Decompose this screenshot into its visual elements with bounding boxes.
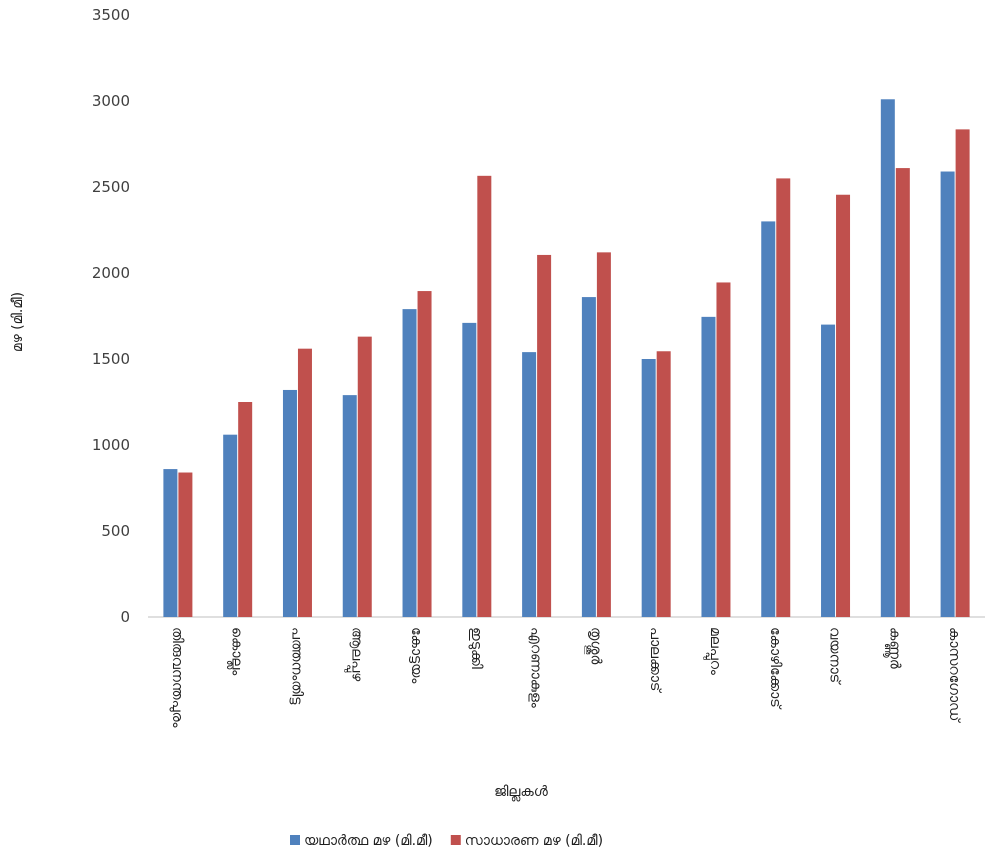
bar-actual <box>761 221 776 617</box>
bar-normal <box>357 336 372 617</box>
x-category-label: തൃശ്ശൂർ <box>584 627 603 664</box>
bar-actual <box>581 297 596 617</box>
bar-normal <box>477 175 492 617</box>
x-category-label: തിരുവനന്തപുരം <box>169 627 185 728</box>
x-category-label: മലപ്പുറം <box>703 627 723 675</box>
x-category-label: പാലക്കാട് <box>647 627 663 693</box>
legend-swatch <box>290 835 300 845</box>
x-category-label: വയനാട് <box>827 627 843 685</box>
bar-normal <box>836 194 851 618</box>
bar-normal <box>417 291 432 617</box>
bar-normal <box>297 348 312 617</box>
y-tick-label: 0 <box>120 608 130 626</box>
bar-actual <box>342 395 357 617</box>
x-category-label: ആലപ്പുഴ <box>345 627 365 681</box>
y-tick-label: 2000 <box>92 264 130 282</box>
bar-actual <box>402 309 417 617</box>
bar-actual <box>163 469 178 617</box>
y-tick-label: 1500 <box>92 350 130 368</box>
bar-normal <box>238 402 253 617</box>
bar-actual <box>641 359 656 617</box>
bar-normal <box>178 472 193 617</box>
x-axis-title: ജില്ലകൾ <box>494 784 549 802</box>
y-tick-label: 1000 <box>92 436 130 454</box>
legend-label: യഥാർത്ഥ മഴ (മി.മീ) <box>304 833 433 849</box>
y-tick-label: 3000 <box>92 92 130 110</box>
bar-normal <box>895 168 910 617</box>
bar-normal <box>656 351 671 617</box>
bar-actual <box>880 99 895 617</box>
y-tick-label: 500 <box>101 522 130 540</box>
bar-actual <box>282 389 297 617</box>
bar-actual <box>701 316 716 617</box>
x-category-label: എറണാകുളം <box>528 627 544 708</box>
legend-label: സാധാരണ മഴ (മി.മീ) <box>465 833 603 849</box>
x-category-label: കാസറഗോഡ് <box>946 627 962 723</box>
legend-swatch <box>450 835 461 845</box>
x-category-label: പത്തനംതിട്ട <box>288 627 304 705</box>
x-category-label: കോട്ടയം <box>408 627 424 683</box>
bar-actual <box>522 352 537 617</box>
bar-normal <box>716 282 731 617</box>
y-axis-title: മഴ (മി.മീ) <box>10 292 26 352</box>
x-category-label: കോഴിക്കോട് <box>767 627 783 709</box>
x-axis-category-labels: തിരുവനന്തപുരം കൊല്ലം പത്തനംതിട്ട ആലപ്പുഴ കോട… <box>169 627 962 728</box>
bar-actual <box>223 434 238 617</box>
bar-actual <box>462 322 477 617</box>
bar-normal <box>537 254 552 617</box>
y-tick-label: 3500 <box>92 6 130 24</box>
x-category-label: കണ്ണൂർ <box>882 627 902 669</box>
bars <box>163 99 970 618</box>
bar-actual <box>940 171 955 617</box>
legend: യഥാർത്ഥ മഴ (മി.മീ) സാധാരണ മഴ (മി.മീ) <box>290 833 603 849</box>
y-tick-label: 2500 <box>92 178 130 196</box>
y-axis-ticks: 0 500 1000 1500 2000 2500 3000 3500 <box>92 6 130 626</box>
bar-normal <box>776 178 791 617</box>
bar-actual <box>821 324 836 617</box>
x-category-label: ഇടുക്കി <box>468 627 484 669</box>
x-category-label: കൊല്ലം <box>227 627 245 675</box>
bar-normal <box>955 129 970 617</box>
bar-normal <box>596 252 611 618</box>
